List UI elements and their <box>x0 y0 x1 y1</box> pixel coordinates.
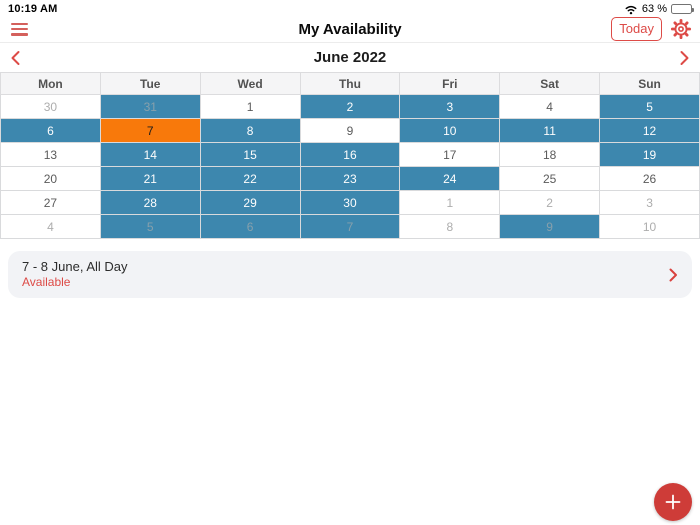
calendar-week-row: 20 21 22 23 24 25 26 <box>0 166 700 191</box>
weekday-header-row: Mon Tue Wed Thu Fri Sat Sun <box>0 72 700 95</box>
calendar-week-row: 4 5 6 7 8 9 10 <box>0 214 700 239</box>
month-label: June 2022 <box>313 49 387 66</box>
availability-calendar: Mon Tue Wed Thu Fri Sat Sun 30 31 1 2 3 4 5 6 7 8 9 10 11 1… <box>0 72 700 239</box>
day-cell[interactable]: 14 <box>99 142 201 167</box>
day-cell[interactable]: 16 <box>299 142 401 167</box>
day-cell[interactable]: 29 <box>199 190 301 215</box>
calendar-week-row: 13 14 15 16 17 18 19 <box>0 142 700 167</box>
day-cell[interactable]: 6 <box>0 118 101 143</box>
day-cell[interactable]: 23 <box>299 166 401 191</box>
day-cell[interactable]: 30 <box>299 190 401 215</box>
day-cell[interactable]: 8 <box>199 118 301 143</box>
menu-icon[interactable] <box>11 22 28 36</box>
day-cell[interactable]: 2 <box>499 190 601 215</box>
weekday-header: Tue <box>99 72 201 95</box>
day-cell[interactable]: 3 <box>599 190 700 215</box>
day-cell[interactable]: 6 <box>199 214 301 239</box>
day-cell[interactable]: 27 <box>0 190 101 215</box>
day-cell[interactable]: 7 <box>99 118 201 143</box>
day-cell[interactable]: 12 <box>599 118 700 143</box>
day-cell[interactable]: 25 <box>499 166 601 191</box>
availability-entry-card[interactable]: 7 - 8 June, All Day Available <box>8 251 692 298</box>
status-bar: 10:19 AM 63 % <box>0 0 700 16</box>
day-cell[interactable]: 15 <box>199 142 301 167</box>
next-month-button[interactable] <box>676 49 690 67</box>
day-cell[interactable]: 10 <box>399 118 501 143</box>
clock: 10:19 AM <box>8 3 58 15</box>
wifi-icon <box>625 5 637 14</box>
day-cell[interactable]: 28 <box>99 190 201 215</box>
availability-entry-title: 7 - 8 June, All Day <box>22 259 128 274</box>
weekday-header: Thu <box>299 72 401 95</box>
day-cell[interactable]: 4 <box>499 94 601 119</box>
availability-entry-status: Available <box>22 275 71 289</box>
navigation-bar: My Availability Today <box>0 16 700 43</box>
day-cell[interactable]: 5 <box>99 214 201 239</box>
chevron-left-icon <box>11 50 20 65</box>
battery-percent: 63 % <box>641 3 667 15</box>
day-cell[interactable]: 19 <box>599 142 700 167</box>
day-cell[interactable]: 30 <box>0 94 101 119</box>
day-cell[interactable]: 21 <box>99 166 201 191</box>
add-availability-button[interactable] <box>654 483 692 521</box>
day-cell[interactable]: 22 <box>199 166 301 191</box>
day-cell[interactable]: 9 <box>299 118 401 143</box>
plus-icon <box>665 494 681 510</box>
chevron-right-icon <box>669 268 677 281</box>
day-cell[interactable]: 20 <box>0 166 101 191</box>
day-cell[interactable]: 18 <box>499 142 601 167</box>
day-cell[interactable]: 2 <box>299 94 401 119</box>
day-cell[interactable]: 24 <box>399 166 501 191</box>
calendar-week-row: 6 7 8 9 10 11 12 <box>0 118 700 143</box>
page-title: My Availability <box>298 20 402 38</box>
battery-icon <box>671 4 694 14</box>
day-cell[interactable]: 4 <box>0 214 101 239</box>
month-navigation: June 2022 <box>0 43 700 72</box>
day-cell[interactable]: 8 <box>399 214 501 239</box>
day-cell[interactable]: 11 <box>499 118 601 143</box>
day-cell[interactable]: 1 <box>399 190 501 215</box>
day-cell[interactable]: 26 <box>599 166 700 191</box>
weekday-header: Wed <box>199 72 301 95</box>
day-cell[interactable]: 17 <box>399 142 501 167</box>
day-cell[interactable]: 10 <box>599 214 700 239</box>
chevron-right-icon <box>680 50 689 65</box>
weekday-header: Fri <box>399 72 501 95</box>
weekday-header: Sat <box>499 72 601 95</box>
day-cell[interactable]: 3 <box>399 94 501 119</box>
day-cell[interactable]: 13 <box>0 142 101 167</box>
day-cell[interactable]: 31 <box>99 94 201 119</box>
day-cell[interactable]: 7 <box>299 214 401 239</box>
day-cell[interactable]: 5 <box>599 94 700 119</box>
settings-gear-icon[interactable] <box>670 18 692 40</box>
calendar-week-row: 27 28 29 30 1 2 3 <box>0 190 700 215</box>
weekday-header: Sun <box>599 72 700 95</box>
previous-month-button[interactable] <box>10 49 24 67</box>
weekday-header: Mon <box>0 72 101 95</box>
day-cell[interactable]: 1 <box>199 94 301 119</box>
calendar-week-row: 30 31 1 2 3 4 5 <box>0 94 700 119</box>
today-button[interactable]: Today <box>611 17 662 41</box>
day-cell[interactable]: 9 <box>499 214 601 239</box>
